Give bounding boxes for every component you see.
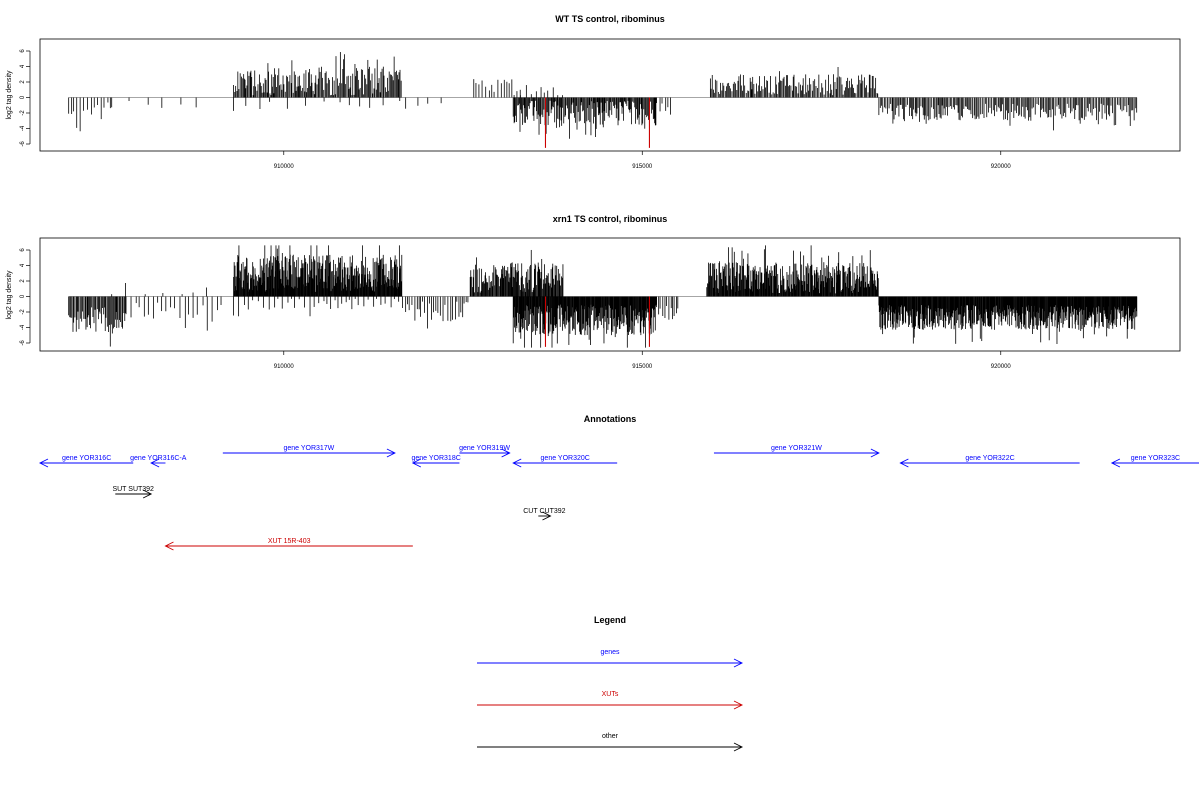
y-tick-label: 0 (20, 95, 26, 99)
xrn1-y-axis: -6 -4 -2 0 2 4 6 (20, 248, 31, 346)
feature-label: XUT 15R-403 (268, 538, 311, 545)
y-tick-label: -2 (20, 309, 26, 315)
y-tick-label: -4 (20, 324, 26, 330)
y-tick-label: 4 (20, 64, 26, 68)
feature-arrow (222, 448, 396, 458)
y-tick-label: 0 (20, 294, 26, 298)
annotations-panel: Annotations gene YOR316C gene YOR316C-Age… (38, 414, 1199, 551)
x-tick-label: 915000 (632, 364, 653, 370)
y-tick-label: -6 (20, 340, 26, 346)
x-tick-label: 920000 (991, 364, 1012, 370)
xrn1-plot-frame (39, 237, 1181, 352)
x-tick-label: 910000 (274, 364, 295, 370)
feature-label: gene YOR322C (965, 455, 1014, 462)
feature-arrow (115, 489, 153, 499)
feature-label: gene YOR323C (1131, 455, 1180, 462)
y-tick-label: -6 (20, 141, 26, 147)
wt-track-title: WT TS control, ribominus (555, 14, 665, 24)
feature-arrow (150, 458, 166, 468)
feature-arrow (459, 448, 511, 458)
feature-label: gene YOR320C (541, 455, 590, 462)
xrn1-y-axis-label: log2 tag density (6, 270, 13, 320)
legend-arrow (477, 742, 744, 752)
y-tick-label: 6 (20, 248, 26, 252)
feature-arrow (899, 458, 1080, 468)
xrn1-track-panel: xrn1 TS control, ribominus log2 tag dens… (6, 214, 1181, 370)
wt-bars (68, 52, 1138, 148)
wt-x-axis: 910000 915000 920000 (274, 151, 1012, 170)
legend-arrow (477, 658, 744, 668)
xrn1-x-axis: 910000 915000 920000 (274, 351, 1012, 370)
x-tick-label: 915000 (632, 164, 653, 170)
legend-arrow (477, 700, 744, 710)
feature-arrow (512, 458, 618, 468)
feature-arrow (411, 458, 460, 468)
y-tick-label: 6 (20, 49, 26, 53)
x-tick-label: 910000 (274, 164, 295, 170)
wt-y-axis: -6 -4 -2 0 2 4 6 (20, 49, 31, 147)
y-tick-label: -2 (20, 110, 26, 116)
legend-label: genes (600, 649, 620, 656)
feature-arrow (38, 458, 134, 468)
y-tick-label: 4 (20, 263, 26, 267)
feature-label: gene YOR319W (459, 445, 510, 452)
legend-panel: Legend genes XUTs other (477, 615, 744, 752)
wt-track-panel: WT TS control, ribominus log2 tag densit… (6, 14, 1181, 170)
y-tick-label: 2 (20, 80, 26, 84)
feature-arrow (164, 541, 413, 551)
annotations-title: Annotations (584, 414, 637, 424)
xrn1-track-title: xrn1 TS control, ribominus (553, 214, 668, 224)
feature-label: SUT SUT392 (112, 486, 154, 493)
feature-arrow (538, 511, 552, 521)
annotation-features: gene YOR316C gene YOR316C-A gene YOR317W ge… (38, 445, 1199, 551)
feature-label: gene YOR321W (771, 445, 822, 452)
feature-label: gene YOR318C (411, 455, 460, 462)
feature-label: gene YOR316C-A (130, 455, 187, 462)
wt-y-axis-label: log2 tag density (6, 70, 13, 120)
feature-label: gene YOR316C (62, 455, 111, 462)
x-tick-label: 920000 (991, 164, 1012, 170)
wt-plot-frame (39, 38, 1181, 152)
legend-label: XUTs (602, 691, 619, 698)
feature-arrow (713, 448, 880, 458)
legend-items: genes XUTs other (477, 649, 744, 752)
feature-arrow (1110, 458, 1199, 468)
y-tick-label: -4 (20, 125, 26, 131)
feature-label: gene YOR317W (283, 445, 334, 452)
feature-label: CUT CUT392 (523, 508, 565, 515)
legend-label: other (602, 733, 619, 740)
legend-title: Legend (594, 615, 626, 625)
y-tick-label: 2 (20, 279, 26, 283)
xrn1-bars (68, 245, 1138, 348)
